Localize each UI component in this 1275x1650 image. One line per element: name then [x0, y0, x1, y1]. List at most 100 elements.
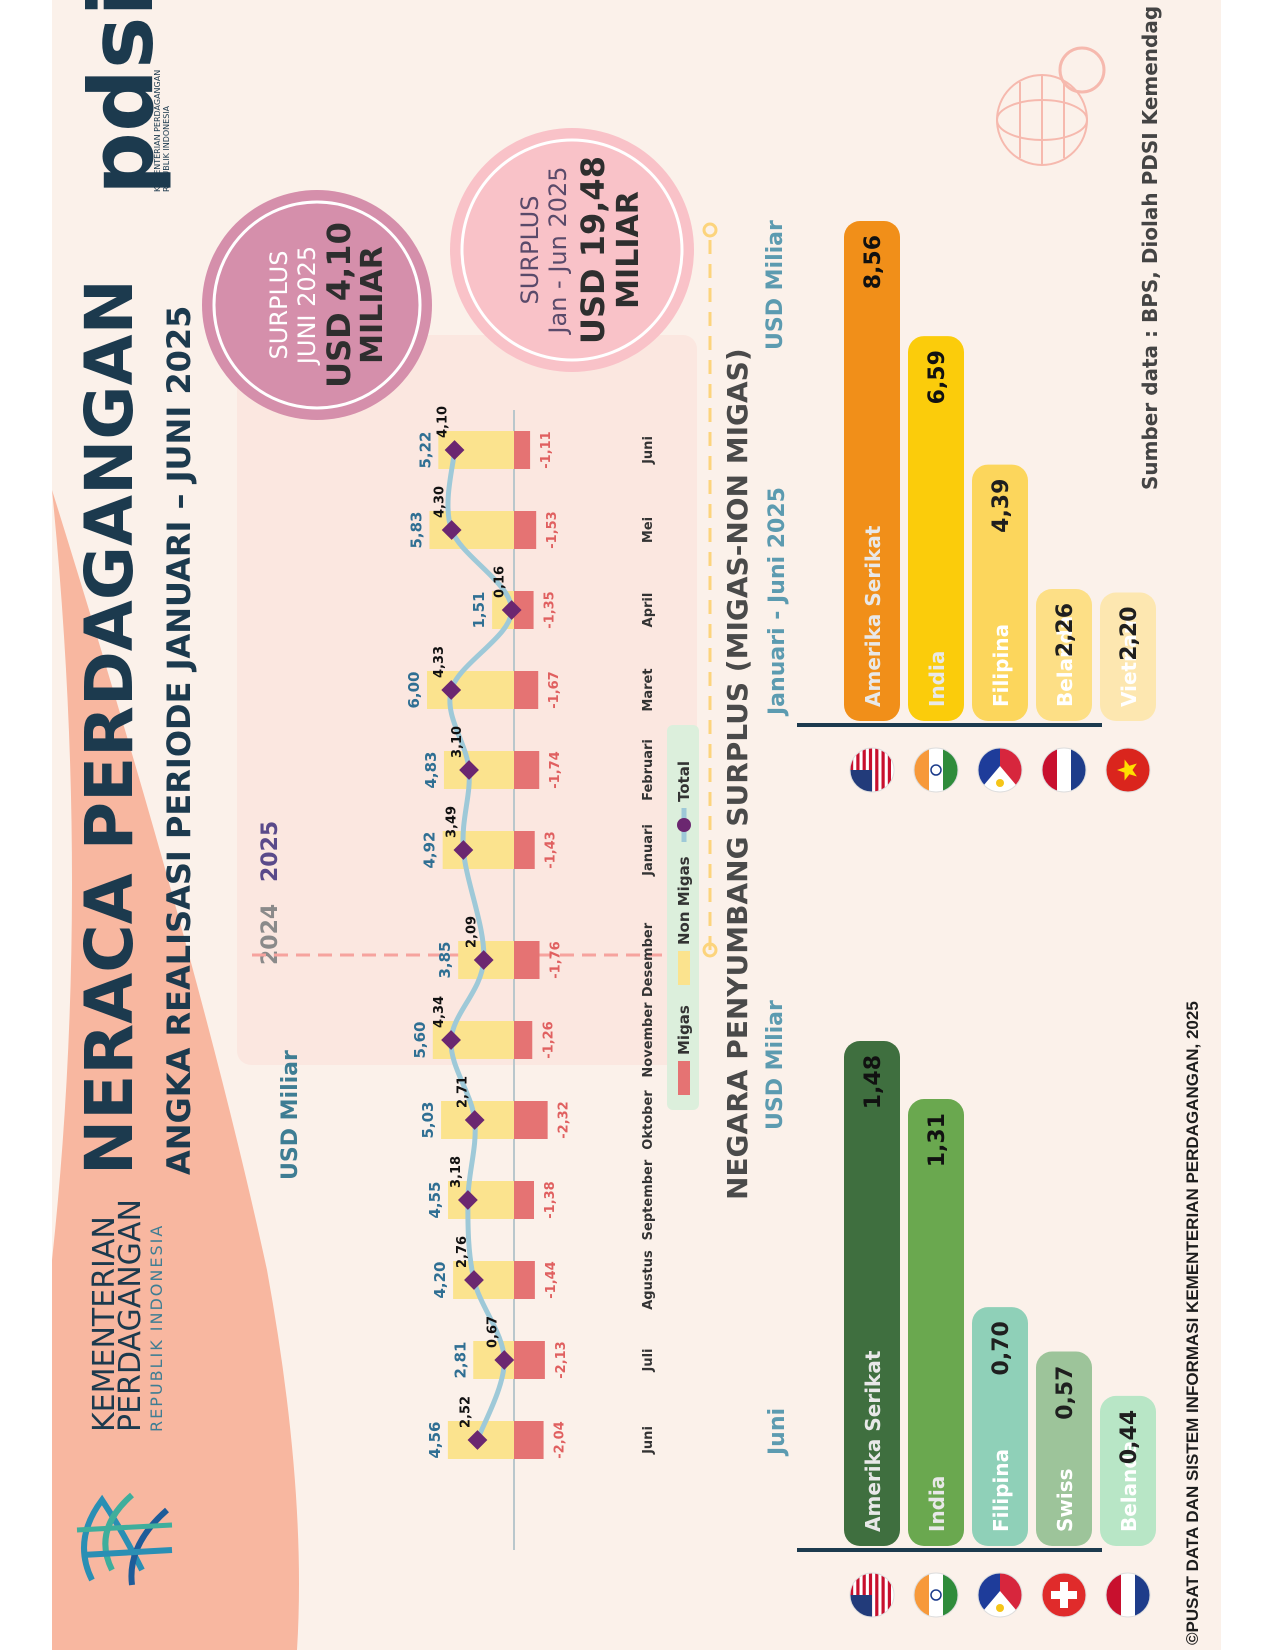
- point-total: [459, 760, 479, 780]
- label-total: 0,16: [493, 566, 508, 598]
- bar-migas: [514, 511, 537, 549]
- point-total: [457, 1190, 478, 1210]
- badge-line3: USD 19,48: [574, 156, 612, 344]
- flag-us-icon: [849, 1572, 895, 1618]
- corner-blob: [52, 490, 299, 1650]
- label-migas: -1,76: [549, 941, 564, 978]
- contributor-bar: [972, 464, 1028, 721]
- badge-line3: USD 4,10: [320, 222, 358, 388]
- label-total: 4,10: [436, 406, 451, 438]
- category-label: Maret: [641, 668, 656, 711]
- rotated-canvas: KEMENTERIAN PERDAGANGAN REPUBLIK INDONES…: [52, 0, 1221, 1650]
- label-migas: -2,32: [557, 1101, 572, 1138]
- badge-circle: [202, 190, 432, 420]
- contributor-bar: [844, 221, 900, 721]
- label-nonmigas: 3,85: [436, 941, 454, 978]
- badge-line4: MILIAR: [355, 246, 390, 364]
- legend-marker-total: [677, 818, 691, 832]
- contributor-value: 4,39: [989, 479, 1014, 533]
- bar-nonmigas: [442, 831, 514, 869]
- flag-ph-icon: [977, 1572, 1023, 1618]
- category-label: Juni: [641, 436, 656, 465]
- label-nonmigas: 1,51: [470, 591, 488, 628]
- contributor-name: India: [925, 651, 949, 707]
- category-label: Juli: [641, 1348, 656, 1372]
- label-total: 3,49: [444, 806, 459, 838]
- category-label: Oktober: [641, 1090, 656, 1150]
- contributor-name: Amerika Serikat: [861, 525, 885, 707]
- janjun-unit: USD Miliar: [763, 220, 788, 350]
- point-total: [473, 950, 494, 970]
- contributor-name: Belanda: [1117, 1441, 1141, 1532]
- badge-line1: SURPLUS: [516, 196, 544, 305]
- badge-circle: [450, 128, 694, 372]
- page-title: NERACA PERDAGANGAN: [71, 279, 148, 1175]
- label-migas: -1,35: [543, 591, 558, 628]
- badge-line4: MILIAR: [611, 191, 646, 309]
- contributor-bar: [908, 336, 964, 721]
- point-total: [441, 520, 462, 540]
- source-text: Sumber data : BPS, Diolah PDSI Kemendag: [1138, 6, 1162, 490]
- flag-ph-icon: [977, 747, 1023, 793]
- contributor-value: 2,26: [1053, 603, 1078, 657]
- flag-us-icon: [849, 747, 895, 793]
- category-labels: Juni Juli Agustus September Oktober November D…: [641, 436, 656, 1455]
- contributor-bar: [1036, 588, 1092, 721]
- label-total: 4,33: [432, 646, 447, 678]
- category-label: April: [641, 593, 656, 628]
- bar-migas: [514, 831, 535, 869]
- category-label: Agustus: [641, 1250, 656, 1310]
- juni-period-label: Juni: [765, 1408, 790, 1457]
- janjun-contributors: Amerika Serikat 8,56 India 6,59 Filipina 4,39…: [844, 221, 1156, 793]
- contributor-value: 6,59: [925, 350, 950, 404]
- globe-icon: [996, 46, 1106, 166]
- line-layer: [441, 440, 522, 1450]
- category-label: September: [641, 1159, 656, 1240]
- bar-migas: [514, 1421, 544, 1459]
- pdsi-logo: pdsi: [70, 0, 173, 195]
- surplus-badge-juni: SURPLUS JUNI 2025 USD 4,10 MILIAR: [202, 190, 432, 420]
- bar-migas: [514, 591, 534, 629]
- point-total: [453, 840, 474, 860]
- bar-migas: [514, 431, 531, 469]
- poster-svg: KEMENTERIAN PERDAGANGAN REPUBLIK INDONES…: [52, 0, 1162, 1650]
- bar-migas: [514, 1021, 533, 1059]
- label-total: 3,10: [450, 726, 465, 758]
- copyright-text: ©PUSAT DATA DAN SISTEM INFORMASI KEMENTE…: [1183, 1001, 1202, 1645]
- badge-line2: JUNI 2025: [293, 246, 321, 366]
- label-total: 2,71: [456, 1076, 471, 1108]
- category-label: Desember: [641, 922, 656, 997]
- bar-nonmigas: [438, 431, 514, 469]
- label-nonmigas: 4,20: [431, 1261, 449, 1298]
- label-nonmigas: 5,03: [419, 1101, 437, 1138]
- contributor-bar: [1036, 1351, 1092, 1546]
- label-nonmigas: 6,00: [405, 671, 423, 708]
- label-migas: -1,11: [539, 431, 554, 468]
- label-migas: -2,04: [553, 1421, 568, 1458]
- label-migas: -1,67: [547, 671, 562, 708]
- label-nonmigas: 5,83: [407, 511, 425, 548]
- label-nonmigas: 5,60: [411, 1021, 429, 1058]
- contributor-value: 2,20: [1117, 606, 1142, 660]
- contributor-bar: [1100, 592, 1156, 721]
- contributor-bar: [908, 1099, 964, 1546]
- contributor-bar: [844, 1041, 900, 1546]
- bar-migas: [514, 1181, 535, 1219]
- category-label: Februari: [641, 739, 656, 801]
- bar-migas: [514, 751, 540, 789]
- bar-migas: [514, 941, 540, 979]
- pdsi-caption2: REPUBLIK INDONESIA: [162, 105, 171, 192]
- legend-swatch-migas: [678, 1061, 690, 1095]
- flag-vn-icon: [1105, 747, 1151, 793]
- legend-label-nonmigas: Non Migas: [675, 856, 693, 945]
- badge-line1: SURPLUS: [265, 251, 293, 360]
- point-total: [444, 440, 465, 460]
- label-migas: -1,74: [548, 751, 563, 788]
- contributor-name: Vietnam: [1117, 613, 1141, 707]
- chart-ylabel: USD Miliar: [278, 1050, 303, 1180]
- contributor-value: 8,56: [861, 235, 886, 289]
- label-total: 0,67: [485, 1316, 500, 1348]
- badge-line2: Jan - Jun 2025: [544, 166, 572, 335]
- contributor-value: 1,31: [925, 1113, 950, 1167]
